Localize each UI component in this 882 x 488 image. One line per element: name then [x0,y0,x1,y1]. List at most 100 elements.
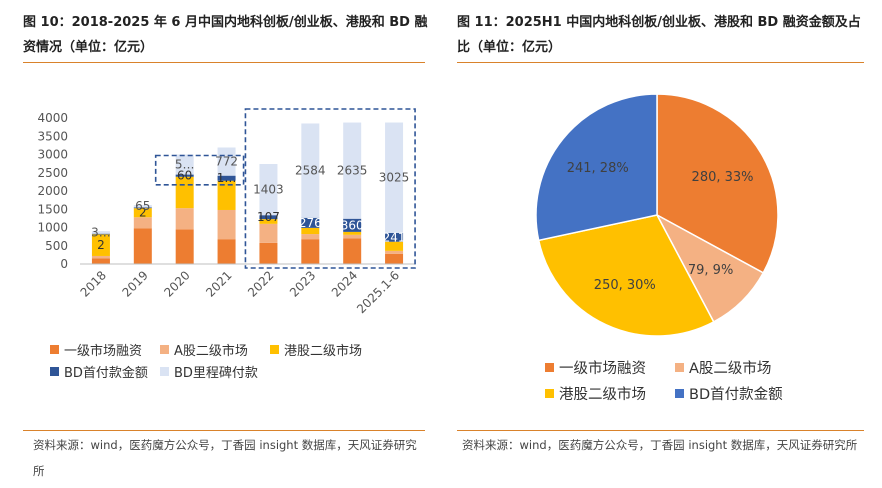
legend-label: A股二级市场 [689,361,772,377]
left-title-line2: 资情况（单位：亿元） [23,40,154,55]
x-tick-label: 2020 [161,268,192,299]
legend-swatch [50,367,59,376]
bar-chart-legend: 一级市场融资 A股二级市场 港股二级市场 BD首付款金额 BD里程碑付款 [50,340,420,384]
pie-slice [535,93,658,242]
bar-segment [217,239,236,264]
y-tick-label: 0 [60,257,68,271]
bar-segment [343,218,362,232]
pie-chart: 280, 33% 79, 9% 250, 30% 241, 28% [535,93,779,337]
legend-item: A股二级市场 [160,340,248,359]
legend-label: 港股二级市场 [559,387,646,403]
data-label: 360 [341,218,364,232]
stacked-bar-chart: 0500100015002000250030003500400023…26560… [37,108,416,316]
data-label: 65 [135,199,150,213]
legend-item: 一级市场融资 [545,357,646,378]
bar-segment [259,215,278,220]
right-source-rule [457,430,864,431]
bar-segment [343,231,362,235]
legend-swatch [160,367,169,376]
y-tick-label: 3000 [37,148,68,162]
data-label: 2 [139,206,147,220]
legend-label: BD首付款金额 [689,387,783,403]
bar-segment [301,234,320,240]
pie-data-label: 241, 28% [567,161,629,176]
data-label: 2584 [295,164,326,178]
y-tick-label: 4000 [37,111,68,125]
right-title-line2: 比（单位：亿元） [457,40,562,55]
y-tick-label: 2500 [37,166,68,180]
y-tick-label: 500 [45,239,68,253]
legend-swatch [270,345,279,354]
bar-segment [343,122,362,219]
x-tick-label: 2023 [287,268,318,299]
data-label: 772 [215,155,238,169]
data-label: 60 [177,169,192,183]
y-tick-label: 1000 [37,221,68,235]
data-label: 2 [97,238,105,252]
legend-swatch [50,345,59,354]
data-label: 1… [217,171,237,185]
bar-segment [133,208,152,218]
bar-segment [91,231,110,234]
bar-segment [133,207,152,209]
y-tick-label: 2000 [37,184,68,198]
legend-swatch [545,389,554,398]
data-label: 3… [91,225,111,239]
bar-segment [217,209,236,240]
legend-label: BD里程碑付款 [174,366,258,381]
legend-label: 一级市场融资 [559,361,646,377]
bar-segment [385,122,404,233]
x-tick-label: 2021 [203,268,234,299]
bar-segment [217,175,236,181]
legend-item: BD首付款金额 [50,362,148,381]
highlight-box-2022-2025 [244,108,416,269]
bar-segment [175,229,194,264]
pie-slice [656,93,779,274]
bar-segment [385,250,404,254]
y-tick-label: 1500 [37,202,68,216]
left-source-line1: 资料来源：wind，医药魔方公众号，丁香园 insight 数据库，天风证券研究 [33,438,417,452]
legend-swatch [160,345,169,354]
data-label: 1403 [253,183,284,197]
data-label: 3025 [379,171,410,185]
legend-item: 港股二级市场 [545,383,646,404]
legend-swatch [675,363,684,372]
bar-segment [301,217,320,228]
left-source-line2: 所 [33,464,45,478]
bar-segment [343,234,362,239]
legend-item: BD首付款金额 [675,383,783,404]
right-source: 资料来源：wind，医药魔方公众号，丁香园 insight 数据库，天风证券研究… [462,438,858,452]
bar-segment [91,258,110,264]
y-tick-label: 3500 [37,129,68,143]
legend-item: 一级市场融资 [50,340,142,359]
bar-segment [259,219,278,224]
pie-chart-legend: 一级市场融资 A股二级市场港股二级市场 BD首付款金额 [545,357,845,407]
left-source-rule [23,430,425,431]
x-tick-label: 2018 [78,268,109,299]
x-tick-label: 2024 [329,268,360,299]
left-title-rule [23,62,425,63]
data-label: 276 [299,216,322,230]
legend-item: 港股二级市场 [270,340,362,359]
legend-swatch [675,389,684,398]
pie-data-label: 250, 30% [594,278,656,293]
bar-segment [217,147,236,176]
right-title-line1: 图 11：2025H1 中国内地科创板/创业板、港股和 BD 融资金额及占 [457,15,861,30]
bar-segment [385,253,404,264]
bar-segment [301,227,320,235]
bar-segment [259,223,278,243]
bar-segment [343,238,362,264]
left-title-line1: 图 10：2018-2025 年 6 月中国内地科创板/创业板、港股和 BD 融 [23,15,428,30]
x-tick-label: 2025.1-6 [354,268,402,316]
legend-label: A股二级市场 [174,344,248,359]
x-tick-label: 2022 [245,268,276,299]
bar-segment [259,163,278,216]
legend-label: BD首付款金额 [64,366,148,381]
pie-data-label: 280, 33% [692,170,754,185]
bar-segment [133,228,152,264]
bar-segment [175,174,194,177]
legend-label: 港股二级市场 [284,344,363,359]
legend-item: A股二级市场 [675,357,771,378]
bar-segment [217,180,236,210]
right-title-rule [457,62,864,63]
